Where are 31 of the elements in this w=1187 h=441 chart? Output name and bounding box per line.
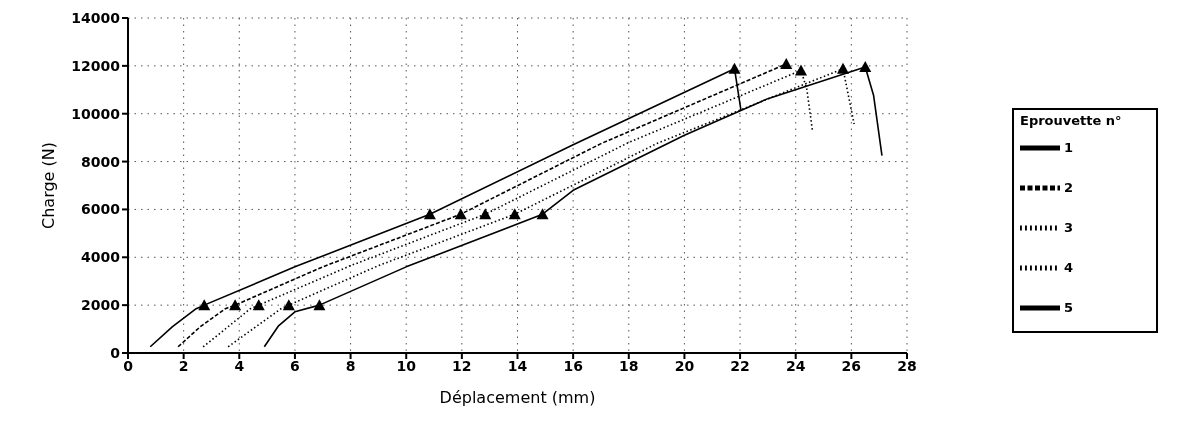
y-tick-label: 12000 [71,57,121,74]
y-tick-label: 14000 [71,9,121,26]
x-tick-label: 8 [345,357,356,374]
x-axis-title: Déplacement (mm) [439,388,596,407]
x-tick-label: 24 [785,357,806,374]
x-tick-label: 2 [178,357,189,374]
y-tick-label: 4000 [81,249,121,266]
legend-label: 4 [1064,259,1074,275]
x-tick-label: 18 [619,357,639,374]
y-tick-label: 2000 [81,297,121,314]
legend-label: 1 [1064,139,1074,155]
y-tick-label: 8000 [81,153,121,170]
y-tick-label: 0 [110,344,121,361]
x-tick-label: 22 [730,357,750,374]
y-tick-label: 6000 [81,201,121,218]
x-tick-label: 28 [897,357,917,374]
legend-title: Eprouvette n° [1020,113,1123,128]
legend-label: 3 [1064,219,1074,235]
x-tick-label: 12 [452,357,472,374]
legend-label: 5 [1064,299,1074,315]
y-tick-label: 10000 [71,105,121,122]
x-tick-label: 4 [234,357,245,374]
x-tick-label: 20 [674,357,695,374]
x-tick-label: 10 [396,357,417,374]
x-tick-label: 26 [841,357,862,374]
x-tick-label: 6 [290,357,300,374]
y-axis-title: Charge (N) [38,142,58,229]
x-tick-label: 14 [507,357,528,374]
x-tick-label: 0 [123,357,134,374]
x-tick-label: 16 [563,357,583,374]
legend-label: 2 [1064,179,1074,195]
